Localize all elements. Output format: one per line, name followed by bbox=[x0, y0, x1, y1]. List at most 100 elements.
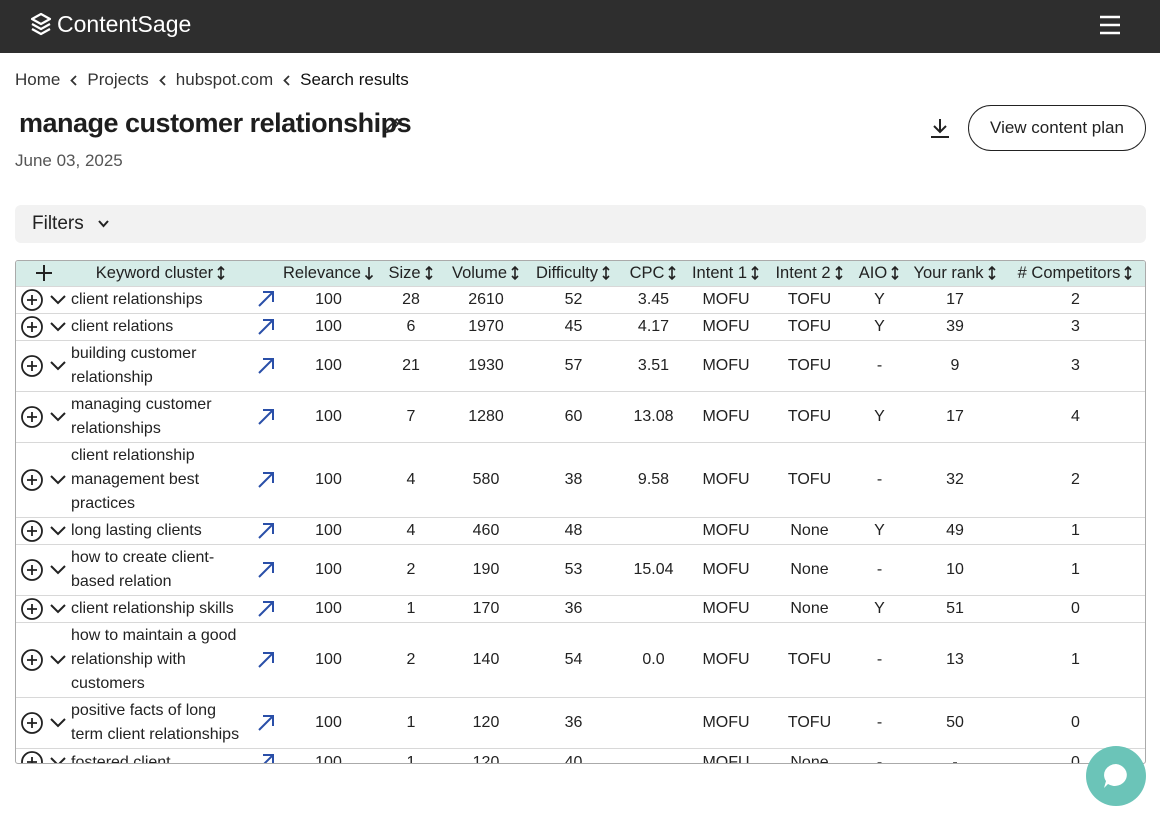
header-row: Keyword cluster Relevance Size Volume Diffic… bbox=[16, 261, 1146, 286]
open-link-icon[interactable] bbox=[257, 651, 275, 669]
open-link-icon[interactable] bbox=[257, 600, 275, 618]
cell-value: 100 bbox=[315, 714, 342, 731]
open-link-icon[interactable] bbox=[257, 357, 275, 375]
sort-icon[interactable] bbox=[1123, 265, 1133, 281]
page-title: manage customer relationships bbox=[19, 108, 411, 139]
column-header[interactable]: Difficulty bbox=[536, 264, 598, 282]
open-link-icon[interactable] bbox=[257, 318, 275, 336]
column-header[interactable]: Relevance bbox=[283, 264, 361, 282]
column-header[interactable]: CPC bbox=[630, 264, 665, 282]
row-controls bbox=[16, 442, 71, 517]
cell-value: None bbox=[790, 522, 828, 539]
cell: TOFU bbox=[766, 286, 853, 313]
add-icon[interactable] bbox=[20, 519, 44, 543]
column-header[interactable]: Size bbox=[388, 264, 420, 282]
menu-icon[interactable] bbox=[1099, 15, 1121, 35]
chat-button[interactable] bbox=[1086, 746, 1146, 806]
column-header[interactable]: AIO bbox=[859, 264, 887, 282]
cell-value: 1 bbox=[407, 714, 416, 731]
sort-icon[interactable] bbox=[510, 265, 520, 281]
column-header[interactable]: # Competitors bbox=[1018, 264, 1121, 282]
column-header[interactable]: Volume bbox=[452, 264, 507, 282]
date: June 03, 2025 bbox=[15, 151, 123, 171]
open-link-icon[interactable] bbox=[257, 561, 275, 579]
chevron bbox=[283, 75, 290, 86]
add-all-icon[interactable] bbox=[35, 264, 53, 282]
open-link-icon[interactable] bbox=[257, 408, 275, 426]
keyword: how to maintain a good relationship with… bbox=[71, 627, 236, 692]
sort-icon[interactable] bbox=[424, 265, 434, 281]
add-icon[interactable] bbox=[20, 405, 44, 429]
view-content-plan-button[interactable]: View content plan bbox=[968, 105, 1146, 151]
cell: TOFU bbox=[766, 623, 853, 698]
column-header[interactable]: Intent 2 bbox=[775, 264, 830, 282]
sort-icon[interactable] bbox=[834, 265, 844, 281]
column-header[interactable]: Your rank bbox=[913, 264, 983, 282]
add-icon[interactable] bbox=[20, 750, 44, 764]
edit-icon[interactable] bbox=[384, 117, 402, 135]
cell-value: 32 bbox=[946, 471, 964, 488]
breadcrumb[interactable]: Projects bbox=[87, 70, 148, 90]
cell-value: 1930 bbox=[468, 357, 504, 374]
breadcrumb[interactable]: hubspot.com bbox=[176, 70, 273, 90]
breadcrumb[interactable]: Home bbox=[15, 70, 60, 90]
add-icon[interactable] bbox=[20, 597, 44, 621]
cell-value: - bbox=[877, 561, 882, 578]
sort-icon[interactable] bbox=[890, 265, 900, 281]
cell: 17 bbox=[906, 286, 1004, 313]
sort-icon[interactable] bbox=[216, 265, 226, 281]
row-controls bbox=[16, 313, 71, 340]
cell-value: 13.08 bbox=[633, 408, 673, 425]
cell: 3 bbox=[1004, 340, 1146, 391]
add-icon[interactable] bbox=[20, 711, 44, 735]
keyword-cell: long lasting clients bbox=[71, 517, 251, 544]
brand[interactable]: ContentSage bbox=[57, 11, 191, 38]
expand-icon[interactable] bbox=[49, 756, 67, 764]
sort-icon[interactable] bbox=[667, 265, 677, 281]
add-icon[interactable] bbox=[20, 648, 44, 672]
expand-icon[interactable] bbox=[49, 474, 67, 486]
cell: Y bbox=[853, 596, 906, 623]
add-icon[interactable] bbox=[20, 354, 44, 378]
expand-icon[interactable] bbox=[49, 717, 67, 729]
cell: 4.17 bbox=[621, 313, 686, 340]
expand-icon[interactable] bbox=[49, 525, 67, 537]
expand-icon[interactable] bbox=[49, 564, 67, 576]
sort-icon[interactable] bbox=[601, 265, 611, 281]
expand-icon[interactable] bbox=[49, 603, 67, 615]
cell-value: 17 bbox=[946, 408, 964, 425]
add-icon[interactable] bbox=[20, 468, 44, 492]
expand-icon[interactable] bbox=[49, 654, 67, 666]
cell: 39 bbox=[906, 313, 1004, 340]
open-link-icon[interactable] bbox=[257, 290, 275, 308]
column-header[interactable]: Keyword cluster bbox=[96, 264, 213, 282]
cell: MOFU bbox=[686, 442, 766, 517]
filters-bar[interactable]: Filters bbox=[15, 205, 1146, 243]
open-link-icon[interactable] bbox=[257, 471, 275, 489]
download-icon[interactable] bbox=[929, 117, 951, 139]
link-cell bbox=[251, 517, 281, 544]
open-link-icon[interactable] bbox=[257, 753, 275, 764]
filters-label[interactable]: Filters bbox=[32, 213, 84, 235]
header-cell: Difficulty bbox=[526, 261, 621, 286]
expand-icon[interactable] bbox=[49, 411, 67, 423]
cell-value: 15.04 bbox=[633, 561, 673, 578]
row-controls bbox=[16, 391, 71, 442]
column-header[interactable]: Intent 1 bbox=[692, 264, 747, 282]
expand-icon[interactable] bbox=[49, 294, 67, 306]
open-link-icon[interactable] bbox=[257, 522, 275, 540]
sort-desc-icon[interactable] bbox=[364, 265, 374, 281]
cell: Y bbox=[853, 286, 906, 313]
expand-icon[interactable] bbox=[49, 360, 67, 372]
add-icon[interactable] bbox=[20, 288, 44, 312]
open-link-icon[interactable] bbox=[257, 714, 275, 732]
add-icon[interactable] bbox=[20, 558, 44, 582]
sort-icon[interactable] bbox=[750, 265, 760, 281]
expand-icon[interactable] bbox=[49, 321, 67, 333]
sort-icon[interactable] bbox=[987, 265, 997, 281]
cell: MOFU bbox=[686, 623, 766, 698]
cell-value: 49 bbox=[946, 522, 964, 539]
keyword-cell: how to create client-based relation bbox=[71, 545, 251, 596]
add-icon[interactable] bbox=[20, 315, 44, 339]
cell: 1 bbox=[376, 596, 446, 623]
